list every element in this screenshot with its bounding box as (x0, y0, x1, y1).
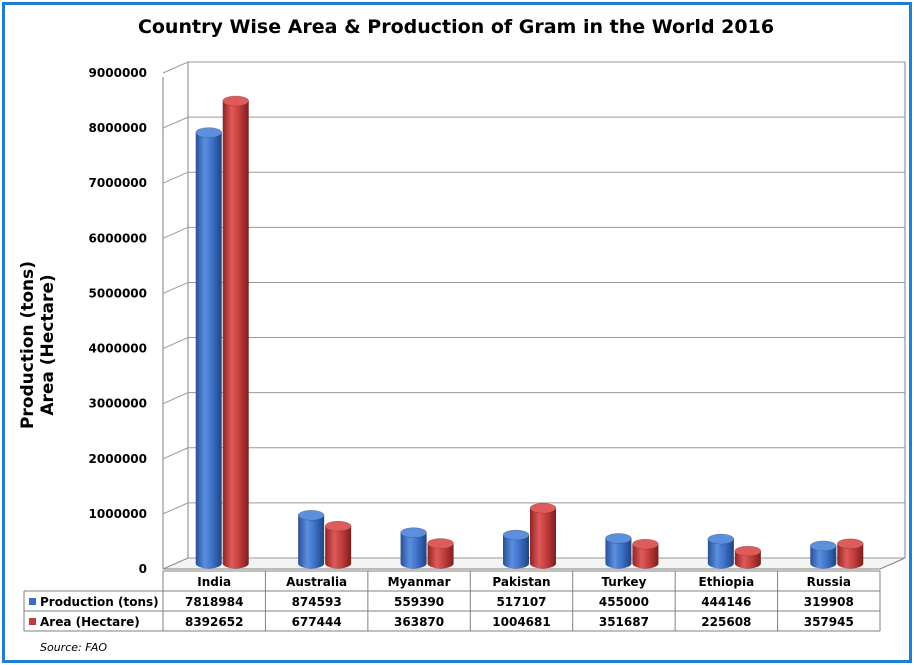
x-tick-label-pakistan: Pakistan (492, 575, 550, 589)
bar-production-australia (297, 510, 325, 569)
data-label-1-3: 1004681 (492, 615, 550, 629)
data-label-1-2: 363870 (394, 615, 444, 629)
bar-area-russia (836, 538, 864, 569)
source-note: Source: FAO (40, 641, 107, 654)
gridline-3 (162, 392, 905, 405)
y-tick-label-6: 6000000 (89, 231, 147, 245)
bar-top (734, 545, 762, 557)
legend-label-0: Production (tons) (40, 595, 159, 609)
data-table: India Australia Myanmar Pakistan Turkey Ethio… (23, 570, 881, 632)
bar-body (837, 543, 864, 569)
data-label-0-2: 559390 (394, 595, 444, 609)
bar-body (195, 132, 222, 569)
bar-production-pakistan (502, 529, 530, 569)
bar-body (325, 526, 352, 569)
bars (195, 95, 864, 569)
y-tick-label-9: 9000000 (89, 66, 147, 80)
bar-area-ethiopia (734, 545, 762, 569)
data-label-1-6: 357945 (804, 615, 854, 629)
chart-title: Country Wise Area & Production of Gram i… (138, 16, 774, 38)
bar-top (427, 538, 454, 549)
bar-top (529, 502, 557, 514)
gridline-7 (162, 171, 905, 184)
x-tick-label-turkey: Turkey (601, 575, 646, 589)
data-label-0-3: 517107 (496, 595, 546, 609)
bar-top (836, 538, 864, 550)
gridline-0 (162, 557, 905, 570)
data-label-0-1: 874593 (292, 595, 342, 609)
bar-top (632, 538, 659, 550)
data-label-0-0: 7818984 (185, 595, 243, 609)
gridline-4 (162, 337, 905, 350)
data-label-0-5: 444146 (701, 595, 751, 609)
bar-area-australia (324, 520, 352, 569)
x-tick-label-myanmar: Myanmar (388, 575, 451, 589)
plot-walls (162, 62, 906, 570)
bar-production-ethiopia (707, 533, 735, 569)
y-tick-label-4: 4000000 (89, 342, 147, 356)
bar-area-myanmar (427, 538, 454, 569)
bar-body (503, 535, 529, 569)
bar-body (427, 543, 454, 569)
legend-label-1: Area (Hectare) (40, 615, 140, 629)
y-tick-label-0: 0 (139, 562, 147, 576)
bar-top (222, 95, 250, 107)
y-axis-label-line2: Area (Hectare) (38, 274, 58, 415)
bar-production-myanmar (400, 527, 427, 569)
x-tick-label-india: India (197, 575, 231, 589)
data-label-1-5: 225608 (701, 615, 751, 629)
y-tick-label-5: 5000000 (89, 286, 147, 300)
bar-top (605, 533, 632, 544)
y-axis-label-line1: Production (tons) (18, 261, 38, 429)
bar-production-turkey (605, 533, 632, 569)
legend-swatch-1 (29, 618, 36, 625)
legend-swatch-0 (29, 598, 36, 605)
bar-top (707, 533, 735, 545)
bar-body (707, 539, 734, 569)
bar-area-pakistan (529, 502, 557, 569)
data-label-1-0: 8392652 (185, 615, 243, 629)
bar-area-turkey (632, 538, 659, 569)
x-tick-label-ethiopia: Ethiopia (699, 575, 755, 589)
bar-body (298, 515, 325, 569)
y-tick-label-2: 2000000 (89, 452, 147, 466)
y-tick-label-3: 3000000 (89, 397, 147, 411)
bar-production-india (195, 127, 223, 569)
gridline-2 (162, 447, 905, 460)
y-axis-label: Production (tons) Area (Hectare) (18, 261, 58, 429)
gridline-1 (162, 502, 905, 515)
bar-top (809, 540, 837, 552)
bar-area-india (222, 95, 250, 569)
data-label-0-4: 455000 (599, 595, 649, 609)
bar-body (605, 538, 632, 569)
bar-top (297, 510, 325, 521)
bar-top (324, 520, 352, 532)
bar-body (222, 100, 249, 569)
bar-body (734, 551, 761, 569)
x-tick-label-russia: Russia (807, 575, 851, 589)
bar-top (195, 127, 223, 138)
bar-top (502, 529, 530, 541)
x-tick-label-australia: Australia (286, 575, 347, 589)
bar-body (632, 544, 659, 569)
y-tick-label-8: 8000000 (89, 121, 147, 135)
gridline-8 (162, 116, 905, 129)
bar-top (400, 527, 427, 538)
gridline-9 (162, 61, 905, 74)
y-tick-label-7: 7000000 (89, 176, 147, 190)
bar-body (530, 508, 556, 569)
gridline-5 (162, 281, 905, 294)
data-label-1-4: 351687 (599, 615, 649, 629)
gridlines (162, 61, 905, 570)
data-label-0-6: 319908 (804, 595, 854, 609)
gridline-6 (162, 226, 905, 239)
y-tick-labels: 0 1000000 2000000 3000000 4000000 5000000 6000… (89, 66, 147, 576)
data-label-1-1: 677444 (292, 615, 342, 629)
bar-body (400, 532, 427, 569)
y-tick-label-1: 1000000 (89, 507, 147, 521)
bar-body (810, 545, 837, 569)
bar-production-russia (809, 540, 837, 569)
